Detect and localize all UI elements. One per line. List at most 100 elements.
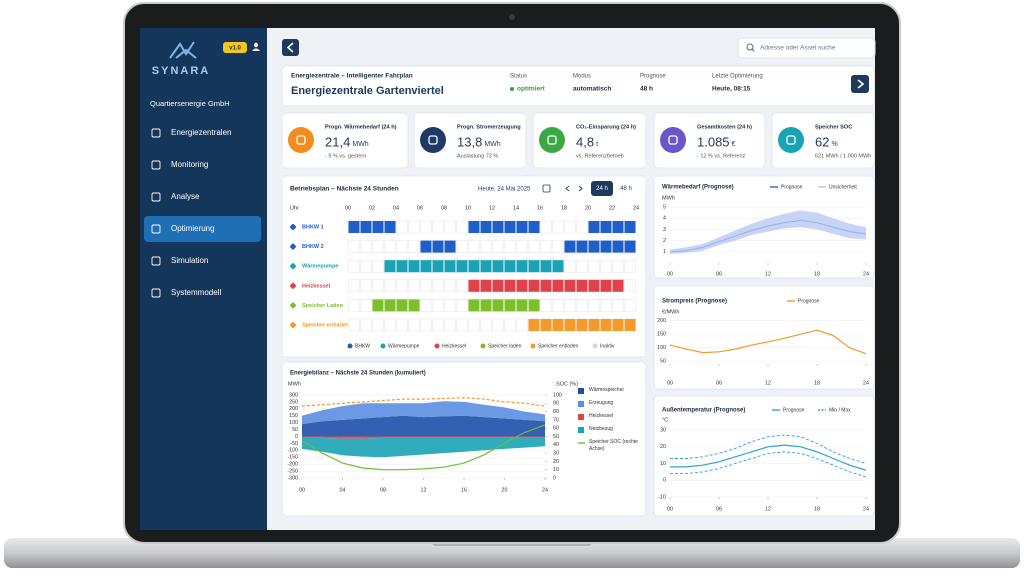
x-tick-label: 00 xyxy=(667,506,673,512)
prev-day[interactable] xyxy=(565,185,570,192)
kpi-label: Gesamtkosten (24 h) xyxy=(697,124,752,130)
empty-cell xyxy=(420,279,432,293)
kpi-label: Progn. Wärmebedarf (24 h) xyxy=(325,124,397,130)
empty-cell xyxy=(396,240,408,253)
legend-label: Wärmespeicher xyxy=(589,387,625,393)
y-axis-label: MWh xyxy=(288,381,301,387)
nav-icon xyxy=(151,128,161,138)
x-tick-label: 06 xyxy=(716,271,722,277)
logo-stroke xyxy=(169,41,195,59)
x-tick-label: 12 xyxy=(765,506,771,512)
empty-cell xyxy=(492,318,504,332)
kpi-unit: % xyxy=(831,141,837,148)
empty-cell xyxy=(432,299,444,312)
empty-cell xyxy=(372,259,384,273)
empty-cell xyxy=(456,318,468,332)
row-icon xyxy=(289,302,297,309)
chart-title: Strompreis (Prognose) xyxy=(662,299,727,305)
legend-item: Netzbezug xyxy=(589,426,613,432)
empty-cell xyxy=(348,299,360,312)
legend-label: Wärmepumpe xyxy=(388,343,420,349)
legend-dot xyxy=(347,343,353,349)
kpi-icon-glyph xyxy=(296,135,306,145)
y-axis-label: €/MWh xyxy=(662,309,679,315)
kpi-unit: € xyxy=(732,141,736,148)
y-tick-label: 0 xyxy=(295,434,298,440)
y2-tick-label: 100 xyxy=(553,392,562,398)
empty-cell xyxy=(348,279,360,293)
kpi-value: 62 xyxy=(815,134,829,149)
header-card xyxy=(281,65,875,107)
x-tick-label: 00 xyxy=(299,487,305,493)
nav-icon xyxy=(151,256,161,266)
kpi-card xyxy=(413,112,527,169)
range-line xyxy=(670,451,867,478)
empty-cell xyxy=(612,299,624,312)
nav-label: Analyse xyxy=(171,192,200,201)
empty-cell xyxy=(576,299,588,312)
schedule-block xyxy=(420,240,456,253)
y-tick-label: 0 xyxy=(663,478,666,484)
kpi-icon-glyph xyxy=(428,135,438,145)
laptop-base xyxy=(4,538,1020,568)
legend-label: Heizkessel xyxy=(442,343,466,349)
kpi-label: CO₂-Einsparung (24 h) xyxy=(576,124,636,130)
empty-cell xyxy=(432,279,444,293)
y-tick-label: 20 xyxy=(660,444,666,450)
search-icon xyxy=(746,43,754,51)
kpi-card xyxy=(653,112,766,169)
empty-cell xyxy=(624,299,636,312)
calendar-icon[interactable] xyxy=(542,184,551,193)
field-label: Status xyxy=(510,74,527,80)
schedule-block xyxy=(528,319,636,331)
field-label: Prognose xyxy=(640,74,666,80)
legend-swatch xyxy=(578,388,584,394)
organization: Quartiersenergie GmbH xyxy=(150,99,230,108)
legend-item: Wärmespeicher xyxy=(589,387,625,393)
empty-cell xyxy=(372,240,384,253)
y-tick-label: 5 xyxy=(663,204,666,210)
nav-item[interactable] xyxy=(144,184,261,210)
version-badge xyxy=(223,42,247,53)
x-tick-label: 18 xyxy=(814,506,820,512)
empty-cell xyxy=(396,220,408,234)
y-tick-label: 250 xyxy=(289,399,298,405)
empty-cell xyxy=(540,240,552,253)
empty-cell xyxy=(504,318,516,332)
hour-label: 12 xyxy=(489,205,495,211)
next-day[interactable] xyxy=(578,185,583,192)
kpi-icon xyxy=(778,127,804,153)
brand: SYNARA xyxy=(152,65,210,77)
legend-label: Prognose xyxy=(798,298,820,304)
y-tick-label: -50 xyxy=(290,441,298,447)
legend-label: Netzbezug xyxy=(589,426,613,432)
empty-cell xyxy=(564,259,576,273)
range-button-active[interactable] xyxy=(591,181,613,196)
kpi-unit: MWh xyxy=(352,141,368,148)
y-axis-label: °C xyxy=(662,417,668,423)
x-tick-label: 04 xyxy=(340,487,346,493)
empty-cell xyxy=(384,318,396,332)
kpi-value: 1.085 xyxy=(697,134,730,149)
series-line xyxy=(301,397,546,407)
x-tick-label: 24 xyxy=(542,487,548,493)
empty-cell xyxy=(348,318,360,332)
empty-cell xyxy=(408,279,420,293)
y2-tick-label: 30 xyxy=(553,451,559,457)
y2-tick-label: 60 xyxy=(553,426,559,432)
row-label: Wärmepumpe xyxy=(302,264,338,270)
empty-cell xyxy=(612,259,624,273)
y-tick-label: 150 xyxy=(657,332,666,338)
next-button[interactable] xyxy=(851,75,869,93)
kpi-icon xyxy=(539,127,565,153)
row-icon xyxy=(289,321,297,329)
back-button[interactable] xyxy=(282,39,299,56)
nav-icon xyxy=(151,160,161,170)
y-tick-label: 1 xyxy=(663,249,666,255)
search-box[interactable] xyxy=(737,37,876,59)
empty-cell xyxy=(504,240,516,253)
sidebar xyxy=(140,28,267,530)
hour-label: 04 xyxy=(393,205,399,211)
y-tick-label: -100 xyxy=(287,448,298,454)
